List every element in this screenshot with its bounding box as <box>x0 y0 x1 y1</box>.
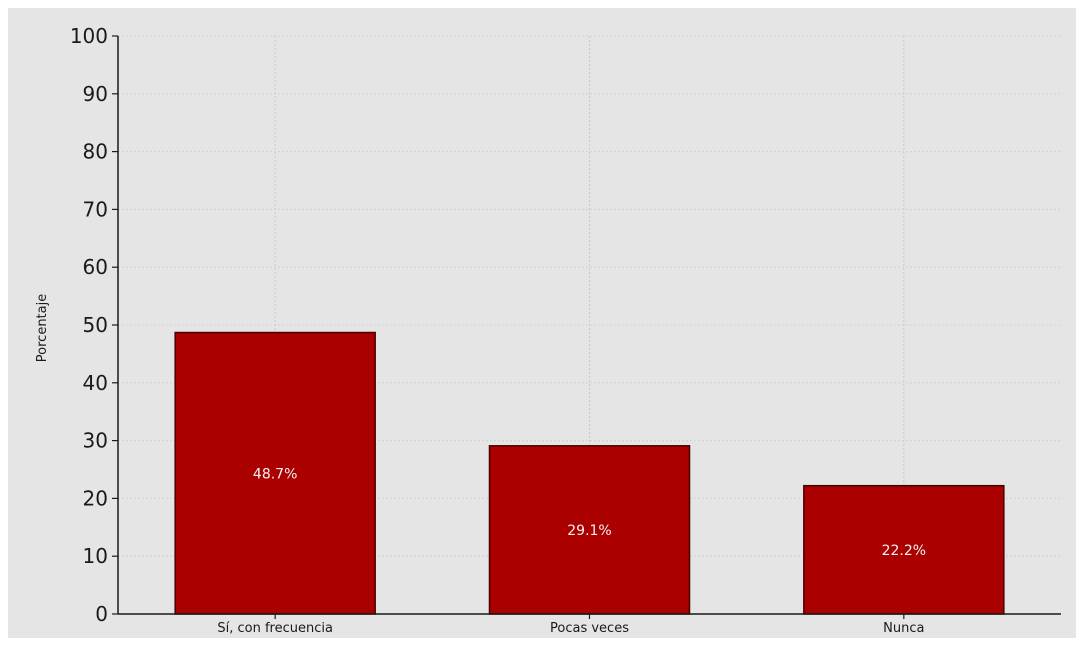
tick-labels: 0 10 20 30 40 50 60 70 80 90 100 Sí, con frecuencia… <box>70 24 925 636</box>
bar-data-label: 29.1% <box>567 523 611 539</box>
y-axis-label: Porcentaje <box>35 294 50 362</box>
bar-data-label: 22.2% <box>882 543 926 559</box>
y-tick-label: 40 <box>83 371 108 395</box>
y-tick-label: 80 <box>83 140 108 164</box>
data-labels: 48.7% 29.1% 22.2% <box>253 466 926 559</box>
bar-data-label: 48.7% <box>253 466 297 482</box>
y-tick-label: 60 <box>83 255 108 279</box>
x-tick-label: Pocas veces <box>550 621 629 636</box>
x-tick-label: Nunca <box>883 621 924 636</box>
y-tick-label: 10 <box>83 544 108 568</box>
x-tick-label: Sí, con frecuencia <box>217 621 333 636</box>
bars <box>174 331 1005 615</box>
y-tick-label: 100 <box>70 24 108 48</box>
bar <box>174 331 376 615</box>
y-tick-label: 30 <box>83 429 108 453</box>
y-tick-label: 70 <box>83 197 108 221</box>
bar <box>803 484 1005 615</box>
axes <box>112 35 1061 619</box>
bar <box>488 445 691 615</box>
y-tick-label: 20 <box>83 486 108 510</box>
y-tick-label: 90 <box>83 82 108 106</box>
y-tick-label: 50 <box>83 313 108 337</box>
y-tick-label: 0 <box>95 602 108 626</box>
